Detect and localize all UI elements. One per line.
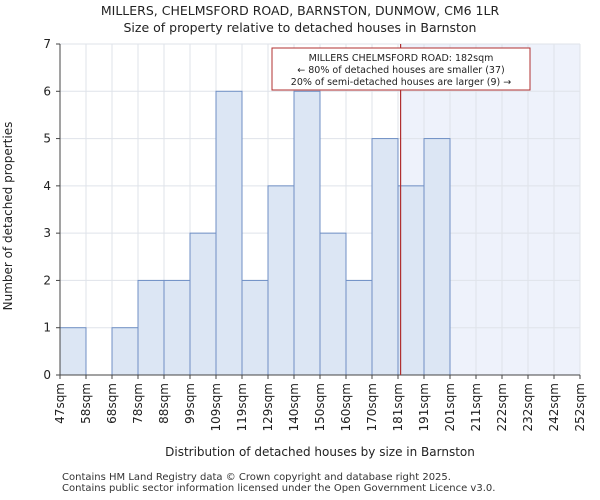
y-tick-label: 7 [43,37,51,51]
x-tick-label: 191sqm [417,383,431,431]
y-tick-label: 1 [43,321,51,335]
x-tick-label: 109sqm [209,383,223,431]
histogram-bar [397,185,425,376]
y-tick-label: 4 [43,179,51,193]
histogram-bar [189,232,217,376]
histogram-bar [215,90,243,376]
y-tick-label: 3 [43,226,51,240]
histogram-bar [267,185,295,376]
x-tick-label: 181sqm [391,383,405,431]
x-tick-label: 242sqm [547,383,561,431]
x-tick-label: 88sqm [157,383,171,424]
chart-title-block: MILLERS, CHELMSFORD ROAD, BARNSTON, DUNM… [0,2,600,36]
histogram-bar [163,279,191,376]
histogram-bar [371,138,399,376]
x-tick-label: 78sqm [131,383,145,424]
histogram-bar [319,232,347,376]
chart-title: MILLERS, CHELMSFORD ROAD, BARNSTON, DUNM… [100,3,500,18]
footer: Contains HM Land Registry data © Crown c… [62,472,495,494]
y-tick-label: 0 [43,368,51,382]
x-tick-label: 150sqm [313,383,327,431]
x-tick-label: 58sqm [79,383,93,424]
annotation-line-2: ← 80% of detached houses are smaller (37… [297,65,504,76]
histogram-bar [345,279,373,376]
x-tick-label: 129sqm [261,383,275,431]
histogram-bar [293,90,321,376]
x-tick-label: 47sqm [53,383,67,424]
annotation-box: MILLERS CHELMSFORD ROAD: 182sqm ← 80% of… [271,47,531,91]
y-tick-label: 2 [43,273,51,287]
histogram-bar [111,327,139,376]
x-tick-label: 160sqm [339,383,353,431]
y-tick-label: 5 [43,132,51,146]
chart-subtitle: Size of property relative to detached ho… [123,20,477,35]
annotation-line-3: 20% of semi-detached houses are larger (… [291,77,511,88]
histogram-bar [137,279,165,376]
x-tick-label: 99sqm [183,383,197,424]
x-tick-label: 68sqm [105,383,119,424]
footer-line-2: Contains public sector information licen… [62,483,496,494]
x-tick-label: 170sqm [365,383,379,431]
x-axis-label: Distribution of detached houses by size … [165,445,475,459]
histogram-bar [423,138,451,376]
x-tick-label: 232sqm [521,383,535,431]
histogram-bar [59,327,87,376]
x-tick-label: 140sqm [287,383,301,431]
histogram-bar [241,279,269,376]
x-tick-label: 119sqm [235,383,249,431]
y-tick-label: 6 [43,84,51,98]
x-tick-label: 211sqm [469,383,483,431]
annotation-line-1: MILLERS CHELMSFORD ROAD: 182sqm [309,53,494,64]
x-tick-label: 252sqm [573,383,587,431]
y-axis-label: Number of detached properties [1,122,15,311]
footer-line-1: Contains HM Land Registry data © Crown c… [62,472,451,483]
x-tick-label: 222sqm [495,383,509,431]
x-tick-label: 201sqm [443,383,457,431]
